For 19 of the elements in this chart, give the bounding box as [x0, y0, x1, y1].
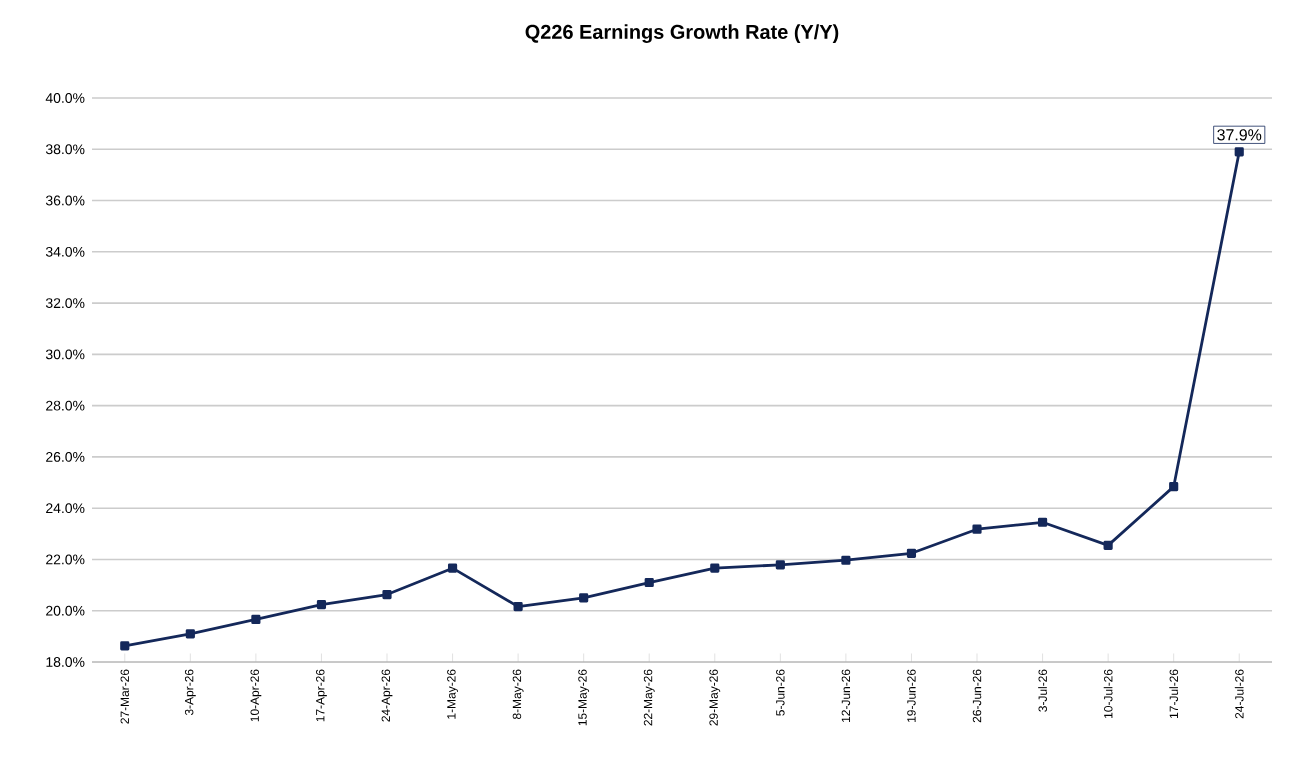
point — [513, 602, 523, 612]
point — [251, 614, 261, 625]
point — [382, 589, 392, 600]
point — [1037, 517, 1048, 527]
point — [579, 593, 589, 603]
point — [906, 548, 917, 558]
point — [316, 599, 327, 610]
point — [185, 629, 195, 639]
point — [447, 563, 458, 573]
point — [1169, 482, 1179, 492]
point — [775, 560, 785, 570]
point — [972, 524, 982, 534]
point — [710, 563, 720, 573]
point — [1103, 540, 1113, 550]
point — [1234, 147, 1244, 157]
point — [644, 577, 654, 588]
point — [841, 555, 851, 565]
chart-title: Q226 Earnings Growth Rate (Y/Y) — [525, 24, 839, 43]
point — [120, 641, 130, 651]
